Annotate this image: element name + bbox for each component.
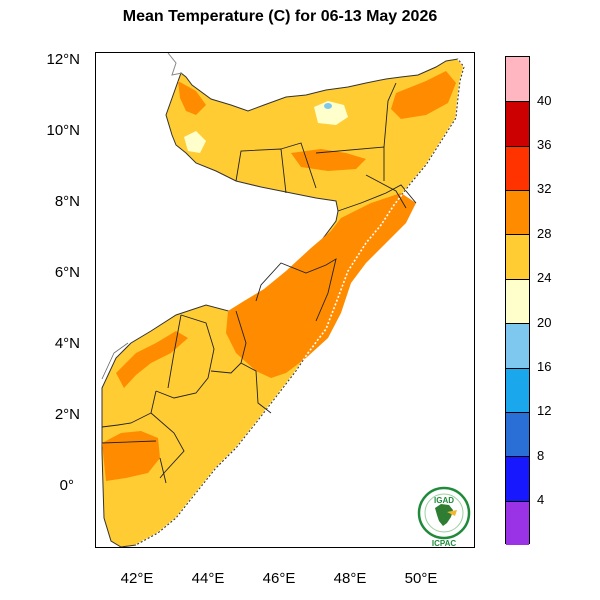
lon-label-46e: 46°E [262, 570, 296, 587]
logo-top-text: IGAD [434, 496, 454, 505]
colorbar-segment [506, 146, 529, 190]
colorbar-label-40: 40 [537, 93, 552, 108]
cool-spot [324, 103, 332, 109]
colorbar-segment [506, 323, 529, 368]
igad-logo-icon: IGAD ICPAC [417, 486, 471, 548]
warm-zone-west [116, 331, 188, 388]
colorbar-segment [506, 368, 529, 412]
colorbar-segment [506, 190, 529, 234]
colorbar-segment [506, 101, 529, 146]
neighbor-border-kenya [101, 342, 129, 380]
colorbar-segment [506, 456, 529, 501]
warm-zone-north [178, 81, 206, 115]
igad-icpac-logo: IGAD ICPAC [417, 486, 471, 548]
warm-zone-southwest [102, 431, 160, 481]
lon-label-44e: 44°E [191, 570, 225, 587]
colorbar-label-32: 32 [537, 181, 552, 196]
map-panel [95, 52, 475, 548]
colorbar-segment [506, 57, 529, 101]
somalia-temperature-map [101, 53, 465, 547]
lon-label-50e: 50°E [404, 570, 438, 587]
lat-label-6n: 6°N [54, 264, 80, 281]
mild-zone-highlands [314, 101, 348, 125]
colorbar-label-16: 16 [537, 359, 552, 374]
map-title: Mean Temperature (C) for 06-13 May 2026 [122, 8, 438, 25]
colorbar-segment [506, 412, 529, 456]
warm-zone-north-central [291, 149, 366, 171]
lon-label-48e: 48°E [333, 570, 367, 587]
colorbar-segment [506, 234, 529, 279]
lat-label-2n: 2°N [54, 406, 80, 423]
colorbar-label-8: 8 [537, 448, 545, 463]
lat-label-12n: 12°N [46, 51, 80, 68]
warm-zone-northeast [391, 71, 456, 119]
colorbar-label-24: 24 [537, 270, 552, 285]
colorbar-label-4: 4 [537, 492, 545, 507]
region-boundaries [101, 82, 417, 484]
colorbar-label-12: 12 [537, 403, 552, 418]
mild-zone-northwest [184, 131, 206, 153]
lon-label-42e: 42°E [120, 570, 154, 587]
lat-label-8n: 8°N [54, 193, 80, 210]
lat-label-0: 0° [59, 477, 74, 494]
colorbar-label-36: 36 [537, 137, 552, 152]
colorbar-segment [506, 279, 529, 323]
warm-zone-south-central [226, 193, 416, 378]
logo-bottom-text: ICPAC [432, 539, 457, 548]
lat-label-10n: 10°N [46, 122, 80, 139]
colorbar-label-28: 28 [537, 226, 552, 241]
neighbor-border-djibouti [167, 53, 183, 76]
lat-label-4n: 4°N [54, 335, 80, 352]
temperature-colorbar [505, 56, 530, 545]
colorbar-segment [506, 501, 529, 545]
colorbar-label-20: 20 [537, 315, 552, 330]
